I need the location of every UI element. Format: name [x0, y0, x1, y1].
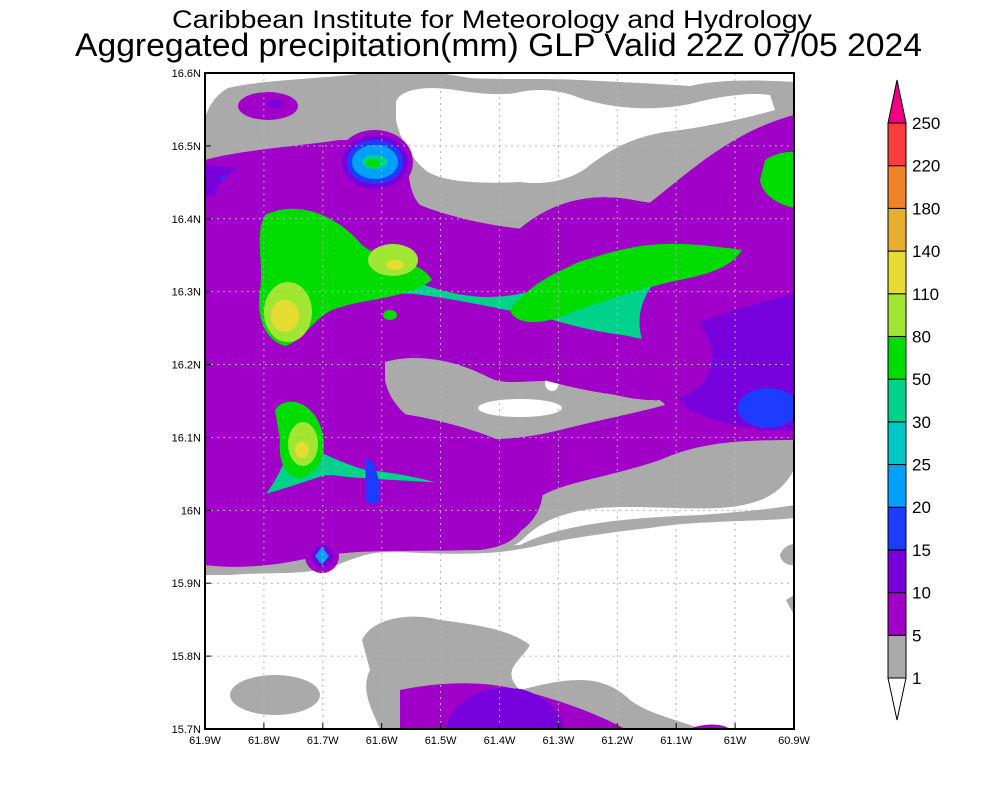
colorbar-label: 110 — [912, 285, 939, 304]
colorbar-label: 250 — [912, 114, 940, 133]
y-tick-label: 16.3N — [172, 287, 201, 299]
colorbar-label: 20 — [912, 498, 931, 517]
x-tick-label: 61.2W — [601, 735, 633, 747]
contour-50-80mm — [383, 310, 397, 320]
y-tick-label: 16.1N — [172, 432, 201, 444]
colorbar-label: 1 — [912, 669, 921, 688]
colorbar-segment — [887, 549, 907, 594]
y-tick-label: 15.9N — [172, 578, 201, 590]
colorbar-segment — [887, 122, 907, 167]
y-tick-label: 16.2N — [172, 360, 201, 372]
colorbar-segment — [887, 165, 907, 209]
contour-80-110mm — [368, 244, 418, 276]
colorbar-label: 10 — [912, 584, 931, 603]
contour-1-5mm — [780, 544, 794, 615]
x-tick-label: 60.9W — [778, 735, 810, 747]
x-tick-label: 61.3W — [543, 735, 575, 747]
contour-110-140mm — [386, 260, 404, 270]
colorbar-label: 140 — [912, 242, 940, 261]
x-axis: 61.9W 61.8W 61.7W 61.6W 61.5W 61.4W 61.3W 61.2W… — [189, 723, 811, 747]
hole-below-1mm — [478, 399, 562, 417]
chart-subtitle: Caribbean Institute for Meteorology and … — [172, 6, 813, 34]
hole-1-5mm — [385, 357, 665, 440]
y-tick-label: 16.6N — [172, 68, 201, 80]
hole-below-1mm — [205, 73, 368, 118]
contour-15-20mm — [365, 459, 381, 505]
bottom-rain-cell — [400, 683, 730, 729]
hole-below-1mm — [396, 88, 775, 184]
colorbar-label: 15 — [912, 541, 931, 560]
contour-20-25mm — [315, 547, 329, 565]
x-tick-label: 61.1W — [660, 735, 692, 747]
colorbar-segment — [887, 250, 907, 295]
x-tick-label: 61.5W — [425, 735, 457, 747]
colorbar-segment — [887, 464, 907, 508]
y-tick-label: 16.4N — [172, 214, 201, 226]
contour-15-20mm — [738, 388, 794, 428]
contour-field — [205, 73, 794, 729]
colorbar-label: 180 — [912, 199, 940, 218]
y-tick-label: 16.5N — [172, 141, 201, 153]
colorbar-max-arrow — [887, 79, 907, 124]
colorbar-segment — [887, 335, 907, 380]
x-tick-label: 61.4W — [484, 735, 516, 747]
colorbar-label: 30 — [912, 413, 931, 432]
rain-cell — [337, 130, 413, 194]
colorbar-label: 25 — [912, 456, 931, 475]
colorbar-min-arrow — [887, 677, 907, 721]
colorbar-label: 80 — [912, 327, 931, 346]
x-tick-label: 61.8W — [248, 735, 280, 747]
colorbar-label: 50 — [912, 370, 931, 389]
contour-110-140mm — [295, 442, 309, 458]
contour-110-140mm — [271, 300, 299, 332]
y-tick-label: 15.7N — [172, 724, 201, 736]
grid-lines — [205, 73, 794, 729]
contour-1-5mm — [230, 675, 320, 715]
x-tick-label: 61.7W — [307, 735, 339, 747]
colorbar-label: 5 — [912, 626, 921, 645]
colorbar-label: 220 — [912, 157, 940, 176]
contour-50-80mm — [760, 151, 794, 208]
chart-title: Aggregated precipitation(mm) GLP Valid 2… — [75, 27, 922, 63]
x-tick-label: 61.9W — [189, 735, 221, 747]
colorbar-segment — [887, 592, 907, 636]
colorbar-segment — [887, 421, 907, 466]
y-tick-label: 16N — [181, 505, 201, 517]
contour-5-10mm — [238, 92, 298, 120]
contour-50-80mm — [510, 243, 742, 323]
x-tick-label: 61.6W — [366, 735, 398, 747]
colorbar-segment — [887, 293, 907, 337]
x-tick-label: 61W — [724, 735, 747, 747]
colorbar-segment — [887, 506, 907, 551]
colorbar-segment — [887, 378, 907, 423]
colorbar-segment — [887, 634, 907, 679]
contour-10-15mm — [267, 100, 283, 108]
y-axis: 16.6N 16.5N 16.4N 16.3N 16.2N 16.1N 16N 15.9N 15… — [172, 68, 211, 736]
colorbar-segment — [887, 207, 907, 252]
y-tick-label: 15.8N — [172, 651, 201, 663]
contour-1-5mm — [205, 505, 794, 575]
